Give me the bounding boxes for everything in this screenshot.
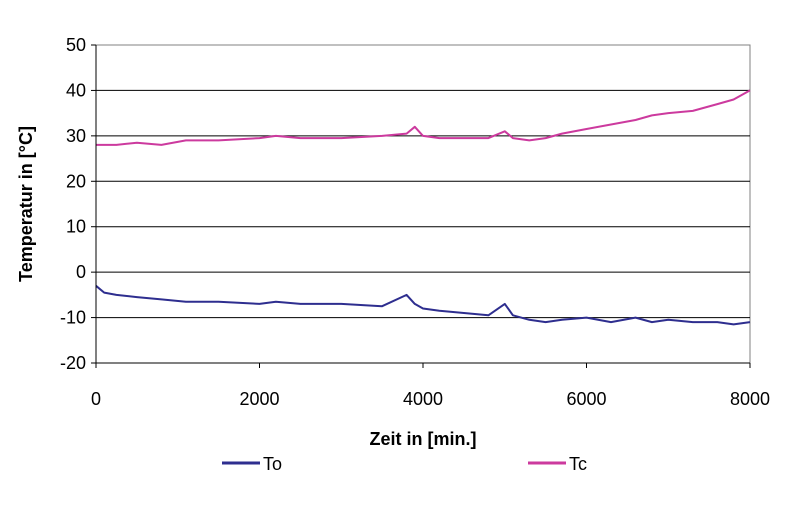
y-tick-label: -10 [60,308,86,328]
series-line-tc [96,89,751,146]
y-tick-label: 10 [66,217,86,237]
x-axis-title: Zeit in [min.] [370,429,477,449]
legend-label-to: To [263,454,282,474]
y-axis-title: Temperatur in [°C] [16,126,36,282]
series-line-to [95,285,751,326]
x-tick-label: 4000 [403,389,443,409]
plot-area [95,44,751,364]
y-tick-label: 50 [66,35,86,55]
y-tick-label: -20 [60,353,86,373]
y-tick-label: 40 [66,80,86,100]
x-tick-label: 2000 [239,389,279,409]
series-group [95,89,751,326]
y-tick-label: 20 [66,171,86,191]
y-tick-label: 0 [76,262,86,282]
x-tick-label: 6000 [566,389,606,409]
legend: To Tc [222,454,587,474]
legend-label-tc: Tc [569,454,587,474]
y-axis-ticks: -20 -10 0 10 20 30 40 50 [60,35,96,373]
x-tick-label: 0 [91,389,101,409]
x-tick-label: 8000 [730,389,770,409]
y-tick-label: 30 [66,126,86,146]
x-axis-ticks: 0 2000 4000 6000 8000 [91,363,770,409]
